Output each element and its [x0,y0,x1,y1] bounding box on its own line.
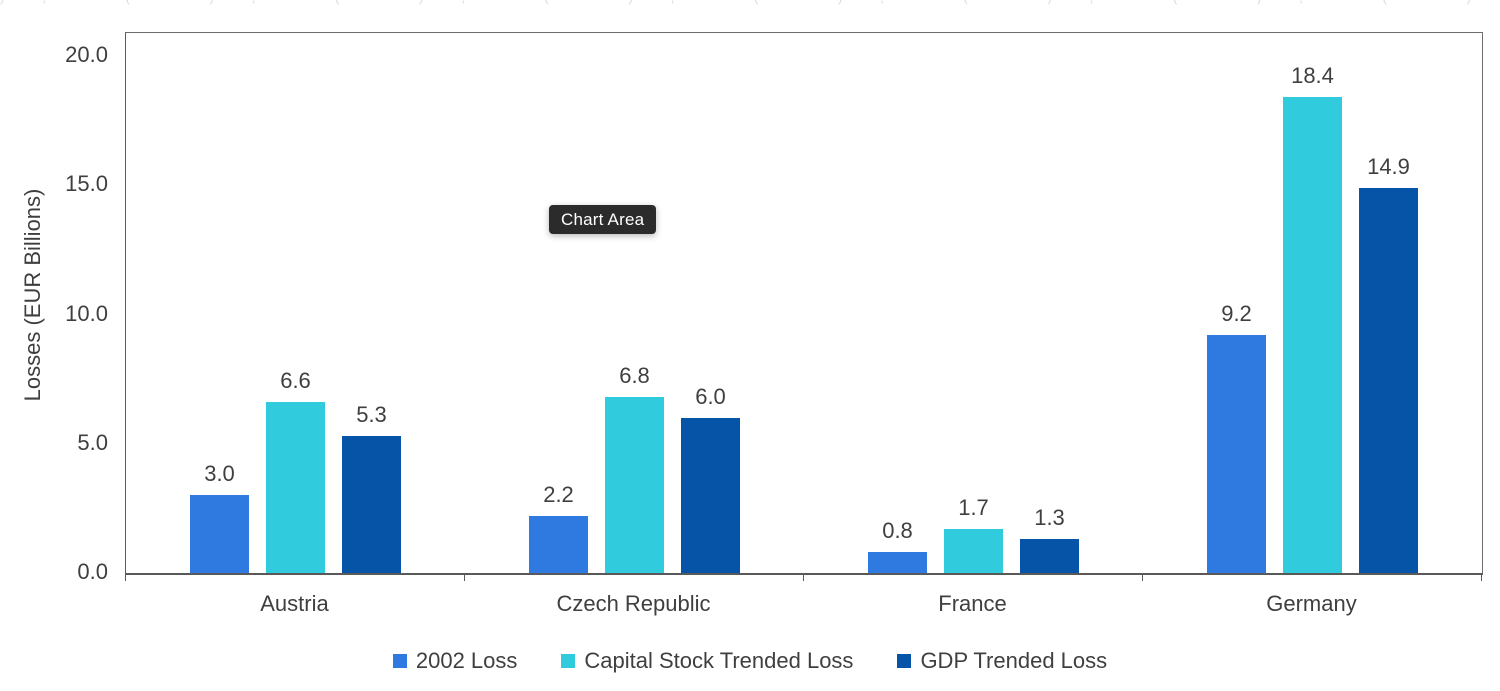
legend-swatch-icon [897,654,912,668]
bar-2002-loss-czech-republic[interactable] [529,516,588,573]
legend-swatch-icon [392,654,407,668]
bar-group-germany: 9.2 18.4 14.9 [1143,33,1482,573]
bar-capital-stock-trended-loss-czech-republic[interactable] [605,397,664,573]
bar-gdp-trended-loss-czech-republic[interactable] [681,417,740,573]
data-label-gdp-trended-loss-austria[interactable]: 5.3 [356,402,387,427]
bar-2002-loss-austria[interactable] [190,495,249,573]
data-label-2002-loss-france[interactable]: 0.8 [882,518,913,544]
y-tick-label-5.0[interactable]: 5.0 [77,429,108,455]
data-label-gdp-trended-loss-france[interactable]: 1.3 [1034,505,1065,531]
x-axis-tick-mark [802,573,804,581]
bar-2002-loss-germany[interactable] [1207,335,1266,573]
legend-item-capital-stock-trended-loss[interactable]: Capital Stock Trended Loss [561,648,853,674]
data-label-2002-loss-czech-republic[interactable]: 2.2 [543,482,574,508]
chart-area-tooltip: Chart Area [549,205,657,234]
y-tick-label-10.0[interactable]: 10.0 [65,300,108,326]
category-label-france[interactable]: France [938,591,1007,616]
category-label-austria[interactable]: Austria [260,591,329,616]
y-tick-label-0.0[interactable]: 0.0 [77,559,108,584]
bar-group-austria: 3.0 6.6 5.3 [126,33,465,573]
data-label-capital-stock-trended-loss-france[interactable]: 1.7 [958,495,989,521]
x-axis-tick-mark [124,573,126,581]
legend: 2002 Loss Capital Stock Trended Loss GDP T… [0,646,1500,676]
y-tick-label-15.0[interactable]: 15.0 [65,171,108,197]
data-label-capital-stock-trended-loss-czech-republic[interactable]: 6.8 [619,363,650,389]
category-label-germany[interactable]: Germany [1266,591,1357,616]
data-label-capital-stock-trended-loss-austria[interactable]: 6.6 [280,368,311,394]
bar-capital-stock-trended-loss-austria[interactable] [266,402,325,573]
y-tick-label-20.0[interactable]: 20.0 [65,42,108,67]
x-axis-tick-mark [1480,573,1482,581]
legend-label: 2002 Loss [415,648,518,673]
x-axis-tick-mark [1141,573,1143,581]
x-axis-tick-mark [463,573,465,581]
tooltip-label: Chart Area [561,210,645,229]
legend-item-2002-loss[interactable]: 2002 Loss [392,648,518,674]
data-label-2002-loss-germany[interactable]: 9.2 [1221,301,1252,327]
bar-gdp-trended-loss-austria[interactable] [342,436,401,573]
legend-label: GDP Trended Loss [920,648,1108,673]
cropped-text-artifact: ), ( ), ( ), ( ), ( ), ( ), ( ), ( ), ( … [0,0,1500,5]
bar-group-france: 0.8 1.7 1.3 [804,33,1143,573]
y-axis-title[interactable]: Losses (EUR Billions) [20,188,45,402]
data-label-gdp-trended-loss-germany[interactable]: 14.9 [1367,153,1410,179]
bar-gdp-trended-loss-germany[interactable] [1359,187,1418,573]
legend-label: Capital Stock Trended Loss [584,648,854,673]
data-label-capital-stock-trended-loss-germany[interactable]: 18.4 [1291,63,1334,89]
bar-capital-stock-trended-loss-france[interactable] [944,529,1003,573]
legend-swatch-icon [561,654,576,668]
data-label-2002-loss-austria[interactable]: 3.0 [204,461,235,487]
bar-2002-loss-france[interactable] [868,552,927,573]
data-label-gdp-trended-loss-czech-republic[interactable]: 6.0 [695,383,726,409]
plot-area[interactable]: 3.0 6.6 5.3 2.2 6.8 6.0 0.8 1.7 1.3 9.2 18.4 14.9 [125,32,1483,575]
bar-gdp-trended-loss-france[interactable] [1020,539,1079,573]
category-label-czech-republic[interactable]: Czech Republic [556,591,711,616]
legend-item-gdp-trended-loss[interactable]: GDP Trended Loss [897,648,1107,674]
bar-group-czech-republic: 2.2 6.8 6.0 [465,33,804,573]
bar-capital-stock-trended-loss-germany[interactable] [1283,97,1342,573]
